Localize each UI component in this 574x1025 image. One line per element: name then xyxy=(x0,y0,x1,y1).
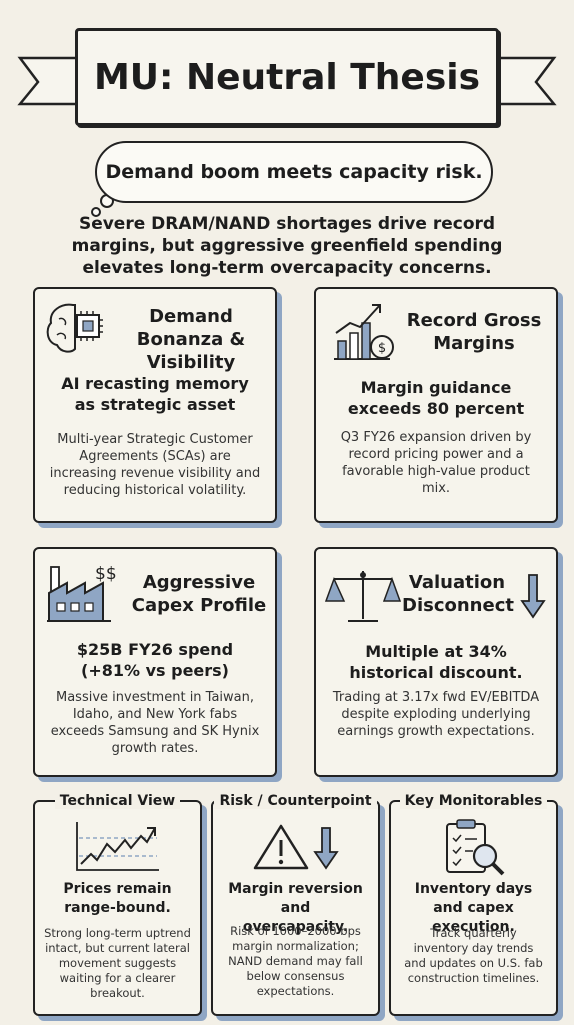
card-headline: AI recasting memory as strategic asset xyxy=(61,374,249,414)
card-key-monitorables: Key Monitorables Inventory days and cape… xyxy=(389,793,558,1016)
card-body: Track quarterly inventory day trends and… xyxy=(404,926,543,985)
svg-text:$: $ xyxy=(378,341,386,356)
card-body: Massive investment in Taiwan, Idaho, and… xyxy=(50,690,260,756)
card-risk-counterpoint: Risk / Counterpoint Margin reversion and… xyxy=(211,793,380,1016)
card-title: Technical View xyxy=(54,793,181,809)
card-title: Record Gross Margins xyxy=(406,310,542,354)
bar-chart-coin-icon: $ xyxy=(334,304,394,360)
clipboard-magnifier-icon xyxy=(446,819,505,876)
card-record-margins: $ Record Gross Margins Margin guidance e… xyxy=(314,287,558,523)
brain-chip-icon xyxy=(46,303,103,353)
card-valuation-disconnect: Valuation Disconnect Multiple at 34% his… xyxy=(314,547,558,777)
ribbon-left-icon xyxy=(17,56,86,106)
trend-chart-icon xyxy=(76,822,159,871)
card-headline: Inventory days and capex execution. xyxy=(414,881,533,935)
card-aggressive-capex: $$ Aggressive Capex Profile $25B FY26 sp… xyxy=(33,547,277,777)
card-title: Key Monitorables xyxy=(399,793,548,809)
factory-dollar-icon: $$ xyxy=(95,564,117,584)
card-body: Multi-year Strategic Customer Agreements… xyxy=(49,432,261,498)
card-technical-view: Technical View Prices remain range-bound… xyxy=(33,793,202,1016)
card-demand-bonanza: Demand Bonanza & Visibility AI recasting… xyxy=(33,287,277,523)
card-body: Q3 FY26 expansion driven by record prici… xyxy=(340,430,532,496)
card-headline: Multiple at 34% historical discount. xyxy=(349,642,523,682)
thought-dot-icon xyxy=(91,207,101,217)
card-title: Aggressive Capex Profile xyxy=(131,572,267,616)
card-headline: $25B FY26 spend (+81% vs peers) xyxy=(76,640,234,680)
warning-icon xyxy=(253,824,309,870)
card-headline: Margin guidance exceeds 80 percent xyxy=(347,378,525,418)
card-body: Strong long-term uptrend intact, but cur… xyxy=(44,926,191,1000)
card-title: Valuation Disconnect xyxy=(402,572,514,616)
page-title: MU: Neutral Thesis xyxy=(75,28,499,126)
card-headline: Margin reversion and overcapacity. xyxy=(228,881,363,935)
scale-icon xyxy=(324,571,402,622)
card-headline: Prices remain range-bound. xyxy=(63,881,172,916)
ribbon-right-icon xyxy=(488,56,557,106)
card-title: Demand Bonanza & Visibility xyxy=(136,306,246,373)
subtitle: Severe DRAM/NAND shortages drive record … xyxy=(71,214,503,278)
card-body: Risk of 1000–2000 bps margin normalizati… xyxy=(228,924,363,998)
card-title: Risk / Counterpoint xyxy=(214,793,377,809)
arrow-down-icon xyxy=(313,827,339,870)
arrow-down-icon xyxy=(520,574,546,619)
tagline-bubble: Demand boom meets capacity risk. xyxy=(95,141,493,203)
card-body: Trading at 3.17x fwd EV/EBITDA despite e… xyxy=(332,690,540,739)
factory-icon: $$ xyxy=(47,564,117,622)
